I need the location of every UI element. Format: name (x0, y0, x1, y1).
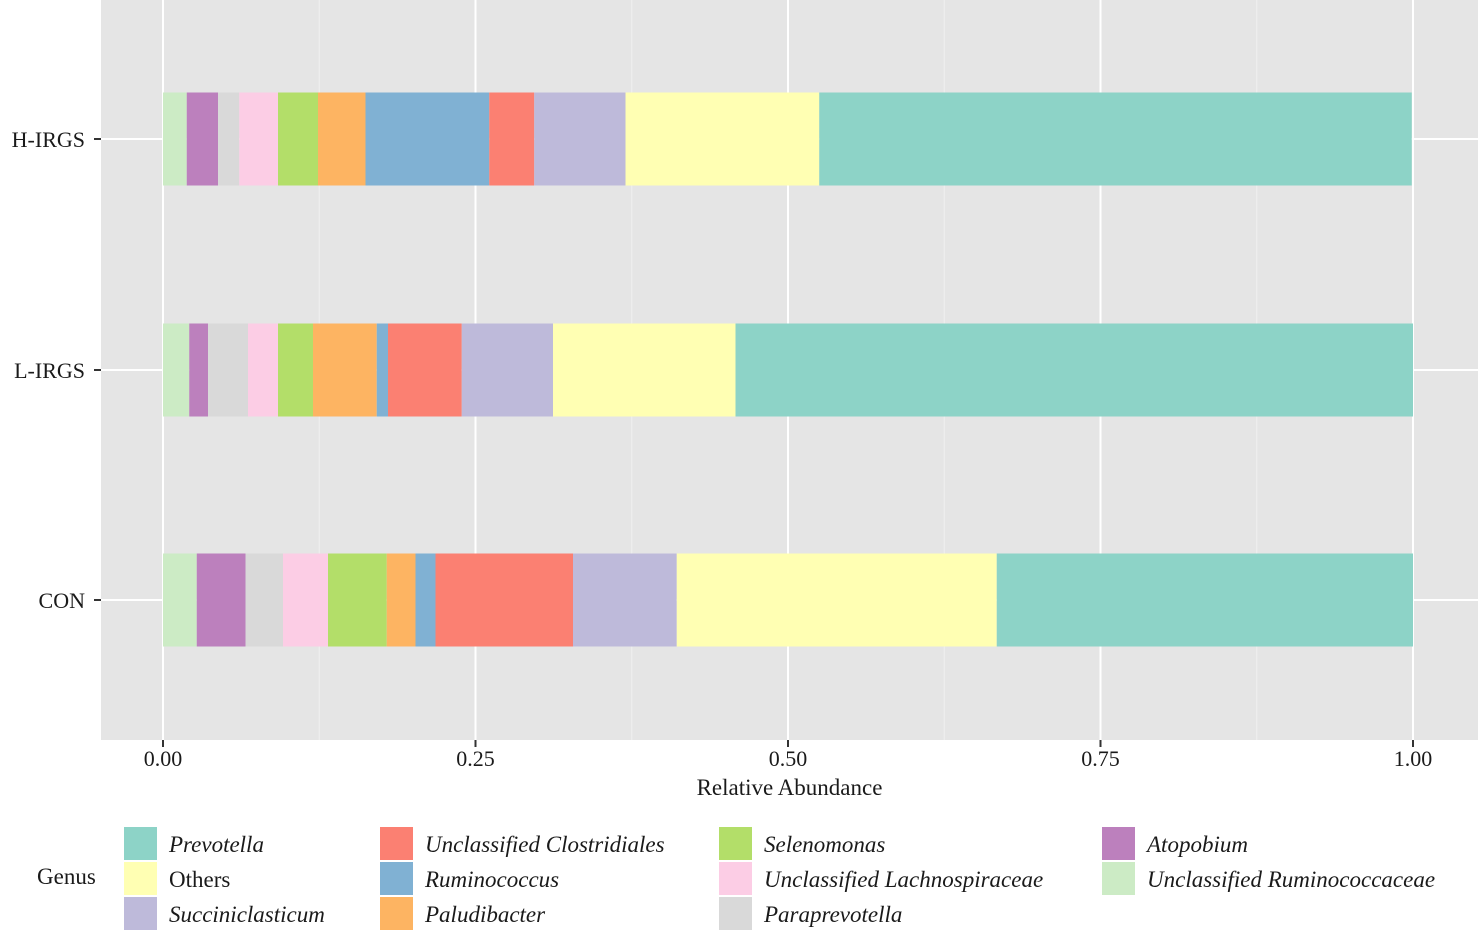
legend-label-atopobium: Atopobium (1145, 832, 1248, 857)
bar-segment-con-paludibacter (386, 553, 416, 647)
x-tick-label: 0.25 (456, 746, 495, 771)
legend-label-unclassified-lachnospiraceae: Unclassified Lachnospiraceae (764, 867, 1043, 892)
legend-label-unclassified-clostridiales: Unclassified Clostridiales (425, 832, 665, 857)
legend-label-selenomonas: Selenomonas (764, 832, 885, 857)
legend-key-paraprevotella (719, 897, 752, 930)
legend-label-paludibacter: Paludibacter (424, 902, 546, 927)
x-axis-title: Relative Abundance (697, 775, 883, 800)
legend-key-succiniclasticum (124, 897, 157, 930)
bar-segment-h-irgs-paludibacter (318, 92, 366, 186)
bar-segment-h-irgs-unclassified-lachnospiraceae (239, 92, 278, 186)
bar-segment-h-irgs-succiniclasticum (534, 92, 626, 186)
bar-segment-h-irgs-atopobium (186, 92, 218, 186)
bar-segment-l-irgs-unclassified-ruminococcaceae (163, 323, 190, 417)
bar-segment-l-irgs-unclassified-clostridiales (388, 323, 462, 417)
bar-segment-h-irgs-ruminococcus (365, 92, 490, 186)
bar-segment-con-prevotella (996, 553, 1413, 647)
bar-segment-l-irgs-paraprevotella (208, 323, 248, 417)
bar-segment-h-irgs-paraprevotella (218, 92, 240, 186)
bar-segment-l-irgs-succiniclasticum (461, 323, 553, 417)
x-tick-label: 0.00 (144, 746, 183, 771)
legend-key-selenomonas (719, 827, 752, 860)
bar-segment-con-unclassified-lachnospiraceae (283, 553, 328, 647)
bar-segment-con-unclassified-ruminococcaceae (163, 553, 197, 647)
bar-segment-con-atopobium (196, 553, 246, 647)
x-tick-label: 1.00 (1394, 746, 1433, 771)
bars (163, 92, 1413, 647)
legend-label-ruminococcus: Ruminococcus (424, 867, 559, 892)
x-tick-label: 0.50 (769, 746, 808, 771)
legend-label-prevotella: Prevotella (168, 832, 264, 857)
bar-segment-h-irgs-unclassified-ruminococcaceae (163, 92, 187, 186)
legend-label-others: Others (169, 867, 230, 892)
bar-segment-l-irgs-unclassified-lachnospiraceae (248, 323, 278, 417)
bar-segment-h-irgs-selenomonas (278, 92, 318, 186)
bar-segment-con-paraprevotella (245, 553, 283, 647)
bar-segment-h-irgs-others (625, 92, 820, 186)
legend-key-paludibacter (380, 897, 413, 930)
bar-segment-con-ruminococcus (415, 553, 436, 647)
bar-segment-l-irgs-prevotella (735, 323, 1413, 417)
bar-segment-l-irgs-others (553, 323, 736, 417)
y-tick-label: H-IRGS (12, 127, 85, 152)
legend-key-atopobium (1102, 827, 1135, 860)
legend: Genus Prevotella Others Succiniclasticum Un… (37, 827, 1435, 930)
x-tick-label: 0.75 (1081, 746, 1120, 771)
y-axis: CON L-IRGS H-IRGS (12, 127, 101, 613)
legend-label-succiniclasticum: Succiniclasticum (169, 902, 325, 927)
legend-key-unclassified-ruminococcaceae (1102, 862, 1135, 895)
bar-segment-h-irgs-unclassified-clostridiales (489, 92, 535, 186)
bar-segment-l-irgs-ruminococcus (376, 323, 388, 417)
y-tick-label: CON (39, 588, 86, 613)
legend-label-paraprevotella: Paraprevotella (763, 902, 902, 927)
bar-segment-h-irgs-prevotella (819, 92, 1412, 186)
legend-label-unclassified-ruminococcaceae: Unclassified Ruminococcaceae (1147, 867, 1435, 892)
legend-key-others (124, 862, 157, 895)
bar-segment-l-irgs-selenomonas (278, 323, 313, 417)
bar-segment-con-others (676, 553, 997, 647)
bar-segment-con-unclassified-clostridiales (435, 553, 573, 647)
bar-segment-con-succiniclasticum (573, 553, 677, 647)
y-tick-label: L-IRGS (14, 358, 85, 383)
bar-segment-l-irgs-paludibacter (313, 323, 377, 417)
x-axis: 0.00 0.25 0.50 0.75 1.00 (144, 740, 1433, 771)
legend-key-unclassified-lachnospiraceae (719, 862, 752, 895)
legend-key-prevotella (124, 827, 157, 860)
legend-key-ruminococcus (380, 862, 413, 895)
bar-segment-l-irgs-atopobium (189, 323, 208, 417)
bar-segment-con-selenomonas (328, 553, 387, 647)
legend-title: Genus (37, 864, 96, 889)
legend-key-unclassified-clostridiales (380, 827, 413, 860)
